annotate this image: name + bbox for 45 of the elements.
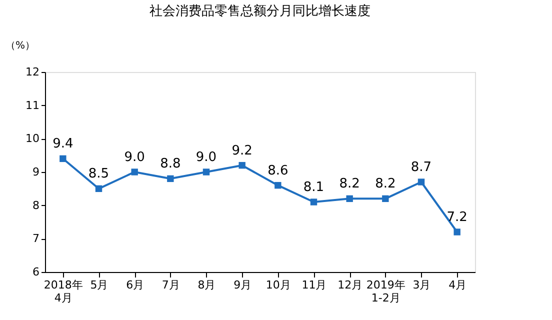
x-tick-label: 3月 [412,278,431,292]
x-tick-label: 5月 [90,278,108,292]
data-label: 9.0 [124,150,145,165]
data-label: 8.2 [375,176,396,192]
data-label: 8.2 [339,176,360,192]
point [202,168,210,176]
point [95,185,102,192]
y-tick-label: 7 [32,232,40,246]
x-tick-label: 12月 [338,278,363,292]
data-label: 8.6 [268,163,288,178]
data-label: 9.4 [52,136,74,152]
point [131,168,138,176]
y-tick-label: 9 [32,166,40,178]
data-label: 7.2 [446,210,468,225]
x-tick-label: 8月 [198,278,216,292]
y-tick-label: 10 [26,132,40,146]
point [274,182,282,189]
data-label: 8.8 [160,156,181,172]
point [238,162,246,169]
y-axis-title: （%） [6,40,36,52]
data-label: 9.2 [232,143,252,158]
point [60,155,66,162]
point [310,198,318,206]
x-tick-label: 6月 [126,278,144,292]
y-tick-label: 8 [32,198,40,212]
data-label: 9.0 [196,150,217,165]
y-tick-label: 12 [26,66,40,78]
x-tick-label: 2018年 4月 [44,278,83,304]
data-label: 8.5 [88,166,110,182]
point [167,175,174,182]
data-label: 8.1 [303,180,324,195]
chart-title: 社会消费品零售总额分月同比增长速度 [150,3,370,19]
point [418,178,425,186]
point [346,195,353,202]
point [454,228,460,236]
x-tick-label: 4月 [448,278,467,292]
x-tick-label: 10月 [266,278,291,292]
y-tick-label: 11 [26,98,40,112]
y-tick-label: 6 [32,266,40,278]
x-tick-label: 7月 [162,278,180,292]
data-label: 8.7 [410,160,432,175]
x-tick-label: 2019年 1-2月 [366,278,406,304]
x-tick-label: 11月 [302,278,327,292]
x-tick-label: 9月 [234,278,252,292]
point [382,195,389,202]
